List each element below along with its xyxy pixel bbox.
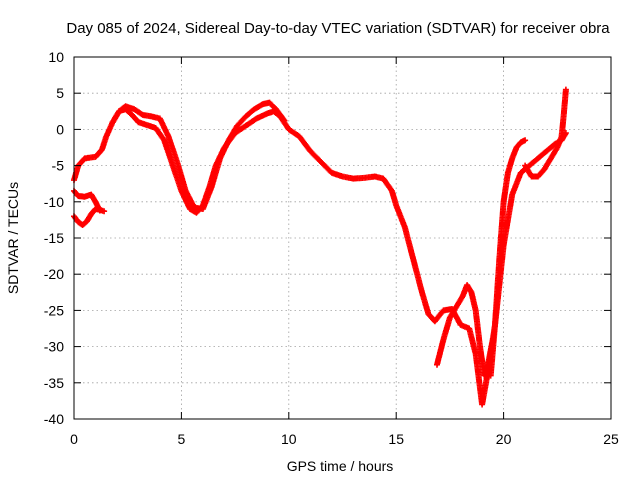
x-tick-label: 5 [178,431,186,447]
chart-title: Day 085 of 2024, Sidereal Day-to-day VTE… [66,20,610,37]
y-tick-label: -10 [44,194,64,210]
y-tick-label: -35 [44,375,64,391]
grid-lines [74,57,611,419]
data-point-marker [281,117,288,124]
axis-ticks: 0 5 10 15 20 25 -40 -35 -30 -25 -20 -15 -10 -5 0 5 10 [44,49,619,447]
data-series [71,86,569,408]
x-tick-label: 25 [603,431,619,447]
series-arc-6 [487,137,529,379]
y-axis-label: SDTVAR / TECUs [5,182,21,294]
y-tick-label: 10 [48,49,64,65]
x-axis-label: GPS time / hours [287,458,394,474]
y-tick-label: -40 [44,411,64,427]
series-arc-2 [71,206,108,228]
y-tick-label: -30 [44,339,64,355]
x-tick-label: 10 [281,431,297,447]
x-tick-label: 15 [388,431,404,447]
data-point-marker [562,86,569,93]
y-tick-label: -20 [44,266,64,282]
series-arc-4 [109,99,288,212]
x-tick-label: 0 [70,431,78,447]
y-tick-label: -15 [44,230,64,246]
y-tick-label: 5 [56,85,64,101]
y-tick-label: -5 [52,158,65,174]
plot-frame [73,56,612,420]
series-arc-7 [522,86,569,180]
x-tick-label: 20 [496,431,512,447]
data-point-marker [522,137,529,144]
data-point-marker [101,208,108,215]
data-point-marker [280,116,287,123]
y-tick-label: -25 [44,302,64,318]
series-arc-5 [434,282,496,379]
y-tick-label: 0 [56,121,64,137]
